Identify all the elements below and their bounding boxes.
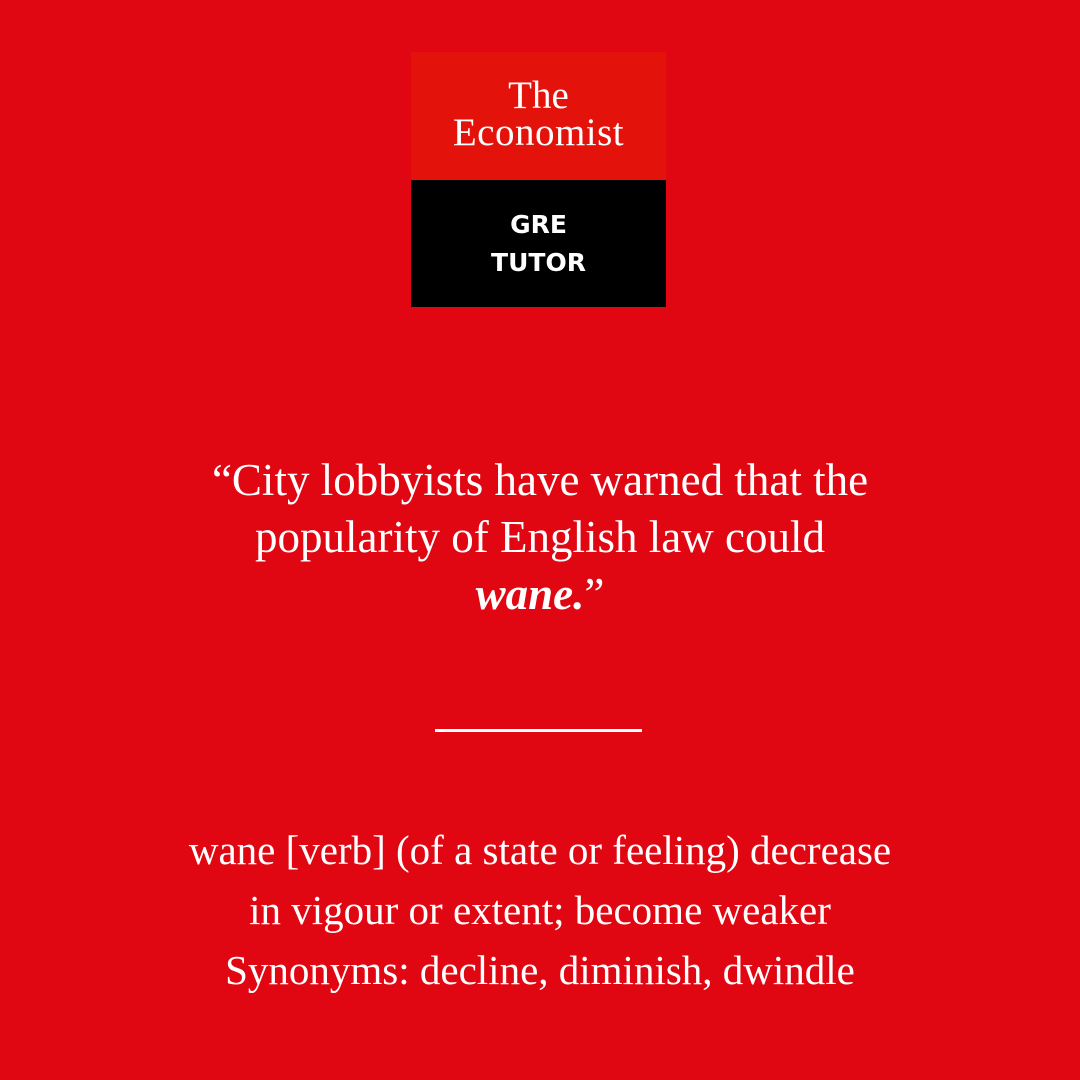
logo-title-economist: Economist [452,111,625,154]
divider-rule [435,729,642,732]
word-definition: wane [verb] (of a state or feeling) decr… [60,820,1020,1000]
quote-line-1: “City lobbyists have warned that the [90,452,990,509]
economist-gre-tutor-logo: The Economist GRE TUTOR [411,52,666,307]
quote-line-2: popularity of English law could [255,512,825,562]
quote-highlight-word: wane. [475,569,585,619]
quote-close-mark: ” [584,569,605,619]
logo-subtitle-tutor: TUTOR [491,248,586,277]
definition-line-1: wane [verb] (of a state or feeling) decr… [188,827,892,873]
logo-subtitle-gre: GRE [510,210,567,239]
logo-title-the: The [508,74,569,117]
quote-open-mark: “ [211,455,232,505]
example-quote: “City lobbyists have warned that the pop… [90,452,990,623]
quote-line-3: wane.” [90,566,990,623]
definition-line-2: in vigour or extent; become weaker [249,887,831,933]
quote-text-1: City lobbyists have warned that the [231,455,869,505]
logo-subtitle-block: GRE TUTOR [411,180,666,307]
synonyms-line: Synonyms: decline, diminish, dwindle [225,947,855,993]
logo-masthead: The Economist [411,52,666,180]
